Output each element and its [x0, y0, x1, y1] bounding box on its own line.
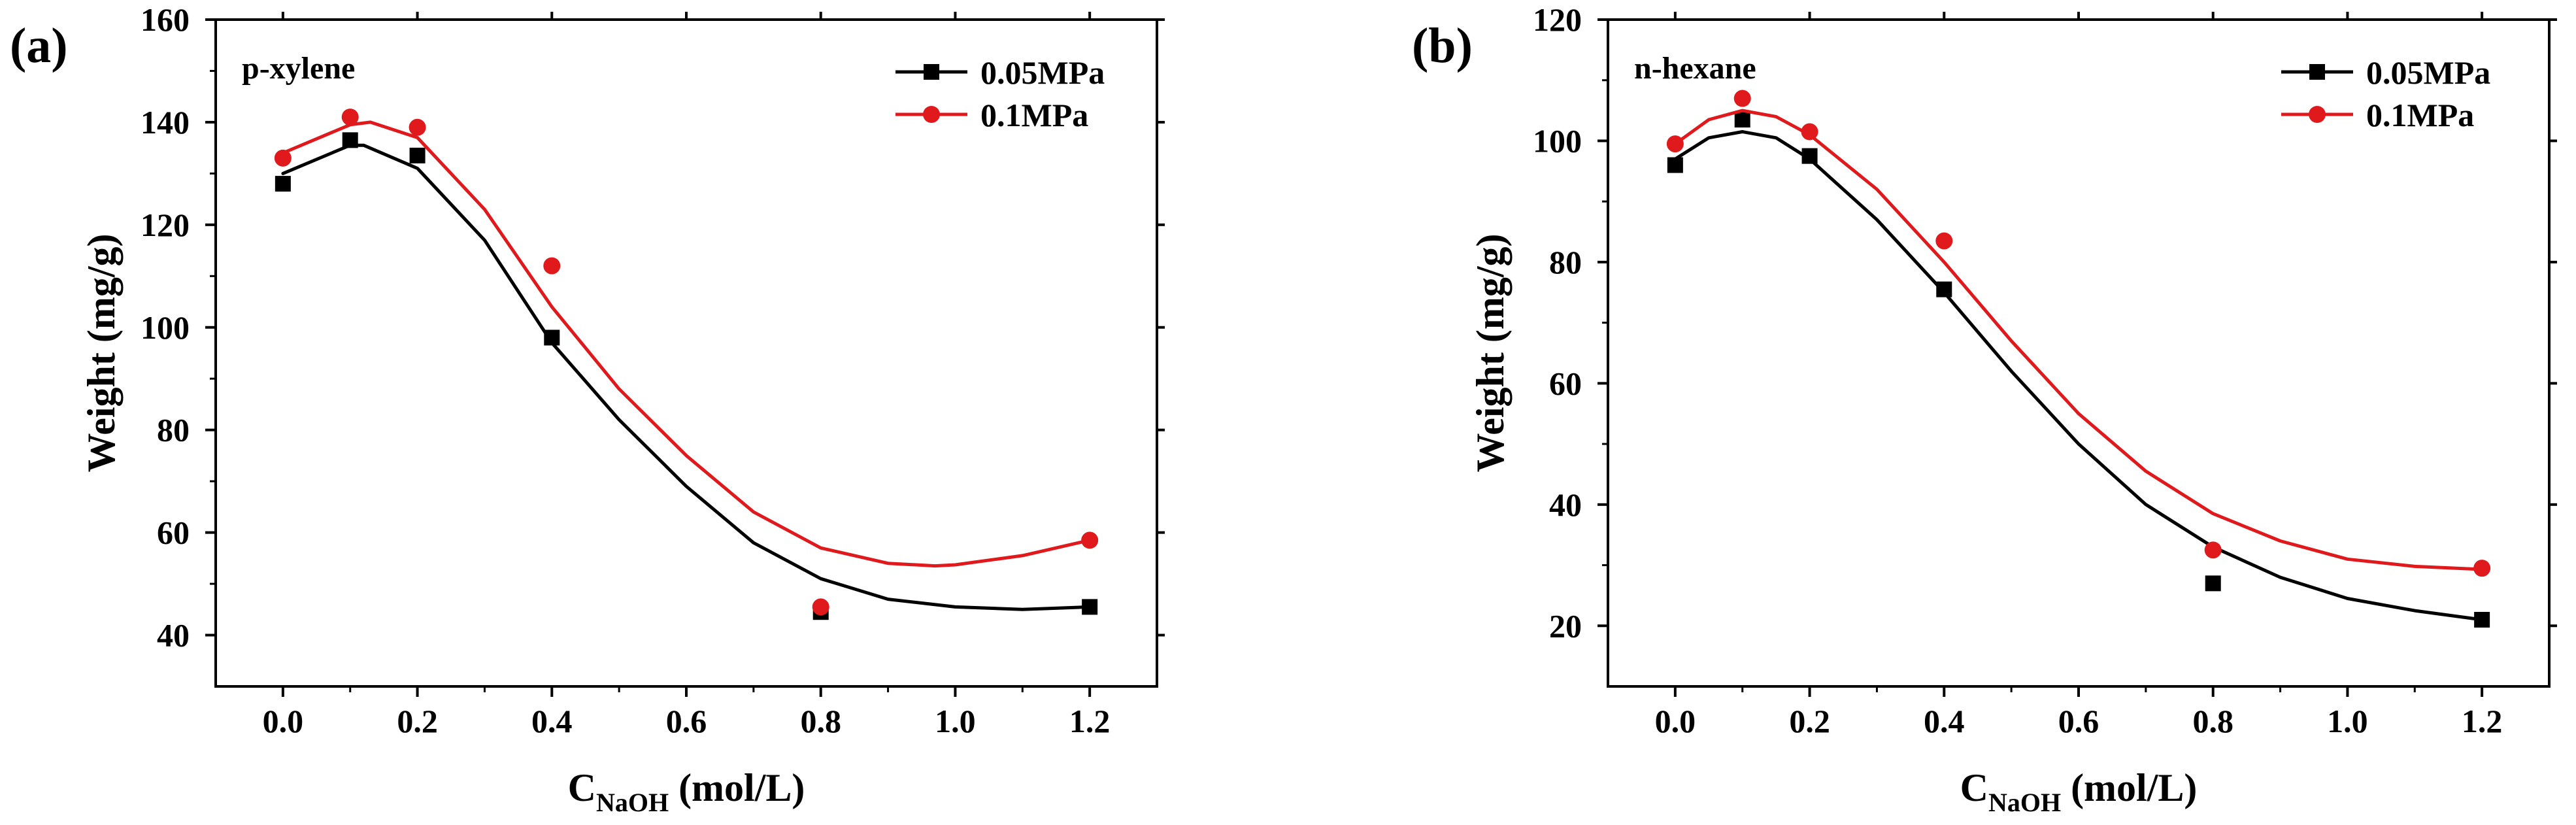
data-point-square	[1734, 112, 1750, 127]
y-axis-title: Weight (mg/g)	[1469, 234, 1512, 473]
panel-a: (a) p-xylene 0.0 0.2 0.4 0.6 0.8 1.0 1.2 40 60 80 10…	[10, 1, 1165, 817]
y-tick-label: 100	[141, 309, 190, 346]
x-tick-label: 0.2	[397, 703, 438, 739]
legend-marker-square	[924, 64, 939, 80]
x-tick-label: 0.0	[263, 703, 304, 739]
fit-curve-0.1mpa	[281, 120, 1092, 568]
data-point-circle	[341, 109, 359, 126]
legend-marker-circle	[2309, 106, 2326, 123]
x-axis-title-subscript: NaOH	[1988, 788, 2061, 817]
x-tick-label: 0.0	[1655, 703, 1696, 739]
data-point-square	[1667, 157, 1683, 173]
x-axis-title-rest: (mol/L)	[2061, 766, 2197, 809]
x-axis-title-subscript: NaOH	[596, 788, 669, 817]
y-tick-label: 120	[1533, 1, 1582, 38]
legend-label: 0.1MPa	[2366, 97, 2474, 133]
x-axis-title-main: C	[1960, 766, 1988, 809]
data-point-circle	[2473, 560, 2491, 577]
x-axis-title-main: C	[568, 766, 596, 809]
panel-b: (b) n-hexane 0.0 0.2 0.4 0.6 0.8 1.0 1.2 20 40 60 80…	[1412, 1, 2557, 817]
y-tick-label: 40	[157, 617, 190, 654]
legend-label: 0.05MPa	[980, 54, 1105, 91]
legend-label: 0.1MPa	[980, 97, 1088, 133]
x-axis-title: CNaOH (mol/L)	[568, 766, 805, 817]
fit-curve-0.05mpa	[1673, 130, 2484, 622]
y-axis-title: Weight (mg/g)	[80, 234, 123, 473]
data-point-circle	[1081, 531, 1099, 549]
data-point-square	[409, 147, 426, 163]
y-tick-label: 120	[141, 207, 190, 243]
y-tick-label: 20	[1549, 607, 1582, 644]
y-tick-label: 100	[1533, 122, 1582, 159]
x-tick-label: 0.4	[531, 703, 573, 739]
y-tick-label: 60	[1549, 365, 1582, 401]
data-point-circle	[1666, 135, 1684, 153]
data-point-square	[1801, 148, 1818, 164]
x-tick-label: 1.0	[2327, 703, 2368, 739]
data-point-square	[1082, 599, 1098, 615]
x-tick-label: 1.0	[935, 703, 976, 739]
x-tick-label: 0.8	[800, 703, 841, 739]
data-point-circle	[2204, 541, 2222, 559]
data-point-circle	[1801, 123, 1818, 141]
x-axis-title-rest: (mol/L)	[669, 766, 805, 809]
data-point-square	[275, 176, 291, 192]
data-point-square	[2474, 612, 2490, 628]
fit-curve-0.1mpa	[1673, 109, 2484, 571]
legend-label: 0.05MPa	[2366, 54, 2490, 91]
y-tick-label: 40	[1549, 486, 1582, 523]
data-point-square	[544, 329, 560, 346]
data-point-square	[2205, 575, 2221, 592]
x-tick-label: 0.4	[1924, 703, 1965, 739]
data-point-circle	[1935, 232, 1953, 250]
y-tick-label: 160	[141, 1, 190, 38]
data-point-square	[1936, 281, 1952, 297]
x-tick-label: 1.2	[2462, 703, 2503, 739]
data-point-circle	[274, 149, 292, 167]
data-point-circle	[1733, 90, 1751, 107]
x-tick-label: 0.6	[2058, 703, 2099, 739]
fit-curve-0.05mpa	[281, 143, 1092, 611]
y-tick-label: 60	[157, 514, 190, 551]
x-tick-label: 0.8	[2192, 703, 2233, 739]
data-point-circle	[409, 118, 426, 136]
data-point-square	[342, 132, 358, 148]
panel-label: (a)	[10, 18, 68, 73]
panel-label: (b)	[1412, 18, 1473, 73]
data-point-circle	[543, 257, 561, 275]
x-tick-label: 1.2	[1069, 703, 1111, 739]
legend-marker-square	[2309, 64, 2325, 80]
x-tick-label: 0.2	[1789, 703, 1830, 739]
data-point-circle	[812, 598, 829, 616]
chart-title: n-hexane	[1634, 51, 1756, 86]
x-axis-title: CNaOH (mol/L)	[1960, 766, 2198, 817]
y-tick-label: 140	[141, 104, 190, 141]
chart-title: p-xylene	[242, 51, 355, 86]
legend-marker-circle	[923, 106, 940, 123]
x-tick-label: 0.6	[666, 703, 707, 739]
y-tick-label: 80	[1549, 244, 1582, 280]
y-tick-label: 80	[157, 412, 190, 448]
